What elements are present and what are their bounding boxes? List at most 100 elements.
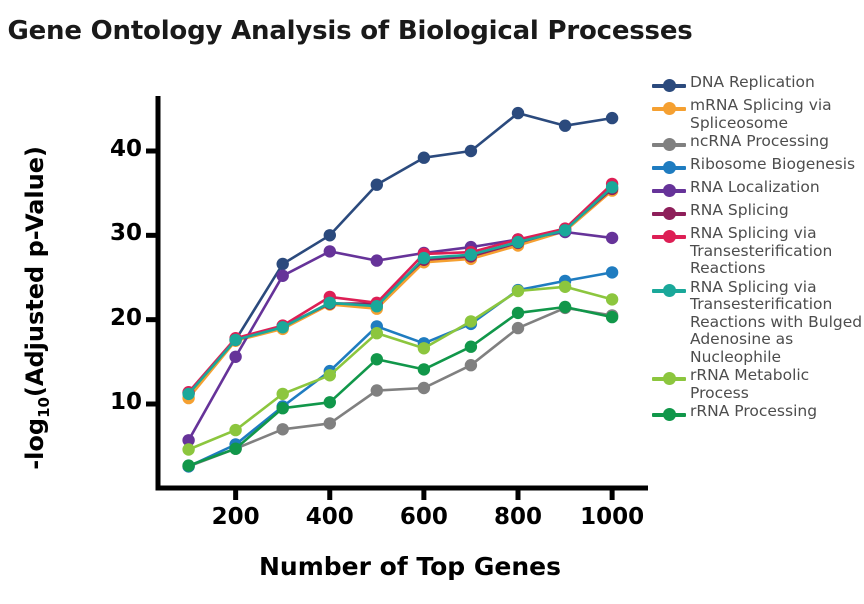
- data-point: [558, 224, 572, 237]
- data-point: [605, 111, 619, 125]
- data-point: [417, 381, 431, 395]
- data-point: [605, 310, 619, 324]
- series-line: [187, 187, 614, 395]
- y-axis-tick-label: 40: [109, 136, 142, 162]
- data-point: [370, 353, 383, 366]
- plot-canvas: [146, 96, 648, 500]
- data-point: [605, 181, 619, 194]
- y-axis-tick-label: 10: [109, 389, 142, 415]
- legend-line-marker-icon: [652, 226, 686, 247]
- legend-item-label: mRNA Splicing via Spliceosome: [690, 96, 832, 132]
- data-point: [229, 423, 242, 437]
- data-point: [182, 443, 195, 456]
- data-point: [182, 459, 195, 472]
- legend-line-marker-icon: [652, 98, 686, 119]
- data-point: [276, 423, 289, 436]
- data-point: [464, 248, 478, 261]
- data-point: [511, 106, 525, 120]
- data-point: [276, 269, 289, 282]
- legend: DNA Replication mRNA Splicing via Spliceo…: [652, 73, 864, 426]
- data-point: [511, 284, 525, 298]
- series-line: [187, 271, 614, 468]
- legend-item-0[interactable]: DNA Replication: [652, 73, 864, 96]
- series-line: [187, 189, 614, 400]
- data-point: [229, 350, 242, 363]
- legend-item-1[interactable]: mRNA Splicing via Spliceosome: [652, 96, 864, 132]
- series-line: [187, 306, 614, 468]
- data-point: [511, 321, 525, 335]
- series-line: [187, 285, 614, 451]
- legend-item-label: ncRNA Processing: [690, 132, 830, 150]
- legend-item-3[interactable]: Ribosome Biogenesis: [652, 155, 864, 178]
- series-line: [187, 305, 614, 467]
- data-point: [370, 327, 383, 340]
- legend-line-marker-icon: [652, 134, 686, 155]
- legend-item-label: RNA Splicing via Transesterification Rea…: [690, 224, 833, 277]
- data-point: [370, 384, 383, 397]
- legend-item-label: RNA Splicing: [690, 201, 789, 219]
- legend-item-9[interactable]: rRNA Processing: [652, 402, 864, 425]
- legend-item-label: rRNA Processing: [690, 402, 818, 420]
- legend-line-marker-icon: [652, 75, 686, 96]
- data-point: [370, 254, 383, 267]
- legend-item-5[interactable]: RNA Splicing: [652, 201, 864, 224]
- data-point: [323, 417, 336, 430]
- data-point: [229, 442, 242, 455]
- data-point: [276, 257, 289, 271]
- legend-item-6[interactable]: RNA Splicing via Transesterification Rea…: [652, 224, 864, 278]
- legend-line-marker-icon: [652, 368, 686, 389]
- data-point: [558, 119, 572, 132]
- x-axis-tick-label: 800: [493, 504, 542, 530]
- data-point: [417, 342, 431, 355]
- data-point: [370, 300, 383, 313]
- legend-item-2[interactable]: ncRNA Processing: [652, 132, 864, 155]
- data-point: [276, 321, 289, 334]
- legend-item-7[interactable]: RNA Splicing via Transesterification Rea…: [652, 277, 864, 367]
- data-point: [276, 402, 289, 415]
- data-point: [417, 151, 431, 164]
- legend-item-4[interactable]: RNA Localization: [652, 178, 864, 201]
- legend-line-marker-icon: [652, 180, 686, 201]
- x-axis-tick-label: 200: [211, 504, 260, 530]
- data-point: [558, 300, 572, 314]
- data-point: [323, 296, 336, 309]
- data-point: [558, 280, 572, 293]
- legend-line-marker-icon: [652, 203, 686, 224]
- data-point: [323, 396, 336, 409]
- data-point: [417, 363, 431, 376]
- data-point: [323, 245, 336, 258]
- legend-line-marker-icon: [652, 280, 686, 301]
- data-point: [417, 251, 431, 265]
- data-point: [182, 434, 195, 447]
- legend-item-8[interactable]: rRNA Metabolic Process: [652, 366, 864, 402]
- data-point: [464, 315, 478, 328]
- data-point: [370, 178, 383, 191]
- legend-item-label: DNA Replication: [690, 73, 815, 91]
- legend-item-label: rRNA Metabolic Process: [690, 366, 810, 402]
- data-point: [323, 229, 336, 242]
- legend-item-label: RNA Localization: [690, 178, 820, 196]
- data-point: [605, 293, 619, 306]
- legend-item-label: Ribosome Biogenesis: [690, 155, 856, 173]
- plot-area: [146, 96, 648, 500]
- data-point: [229, 333, 242, 347]
- y-axis-tick-label: 20: [109, 304, 142, 331]
- x-axis-title: Number of Top Genes: [258, 552, 562, 581]
- data-point: [276, 387, 289, 401]
- series-line: [234, 111, 614, 342]
- data-point: [464, 340, 478, 353]
- data-point: [605, 231, 619, 245]
- page-title: Gene Ontology Analysis of Biological Pro…: [7, 16, 693, 46]
- x-axis-tick-label: 400: [305, 504, 354, 530]
- data-point: [323, 369, 336, 382]
- series-line: [187, 182, 614, 394]
- data-point: [464, 359, 478, 372]
- data-point: [511, 235, 525, 249]
- y-axis-tick-label: 30: [109, 220, 142, 247]
- x-axis-tick-label: 600: [399, 504, 448, 530]
- axes: [146, 96, 648, 500]
- data-point: [511, 306, 525, 320]
- legend-item-label: RNA Splicing via Transesterification Rea…: [690, 277, 863, 366]
- data-point: [464, 144, 478, 158]
